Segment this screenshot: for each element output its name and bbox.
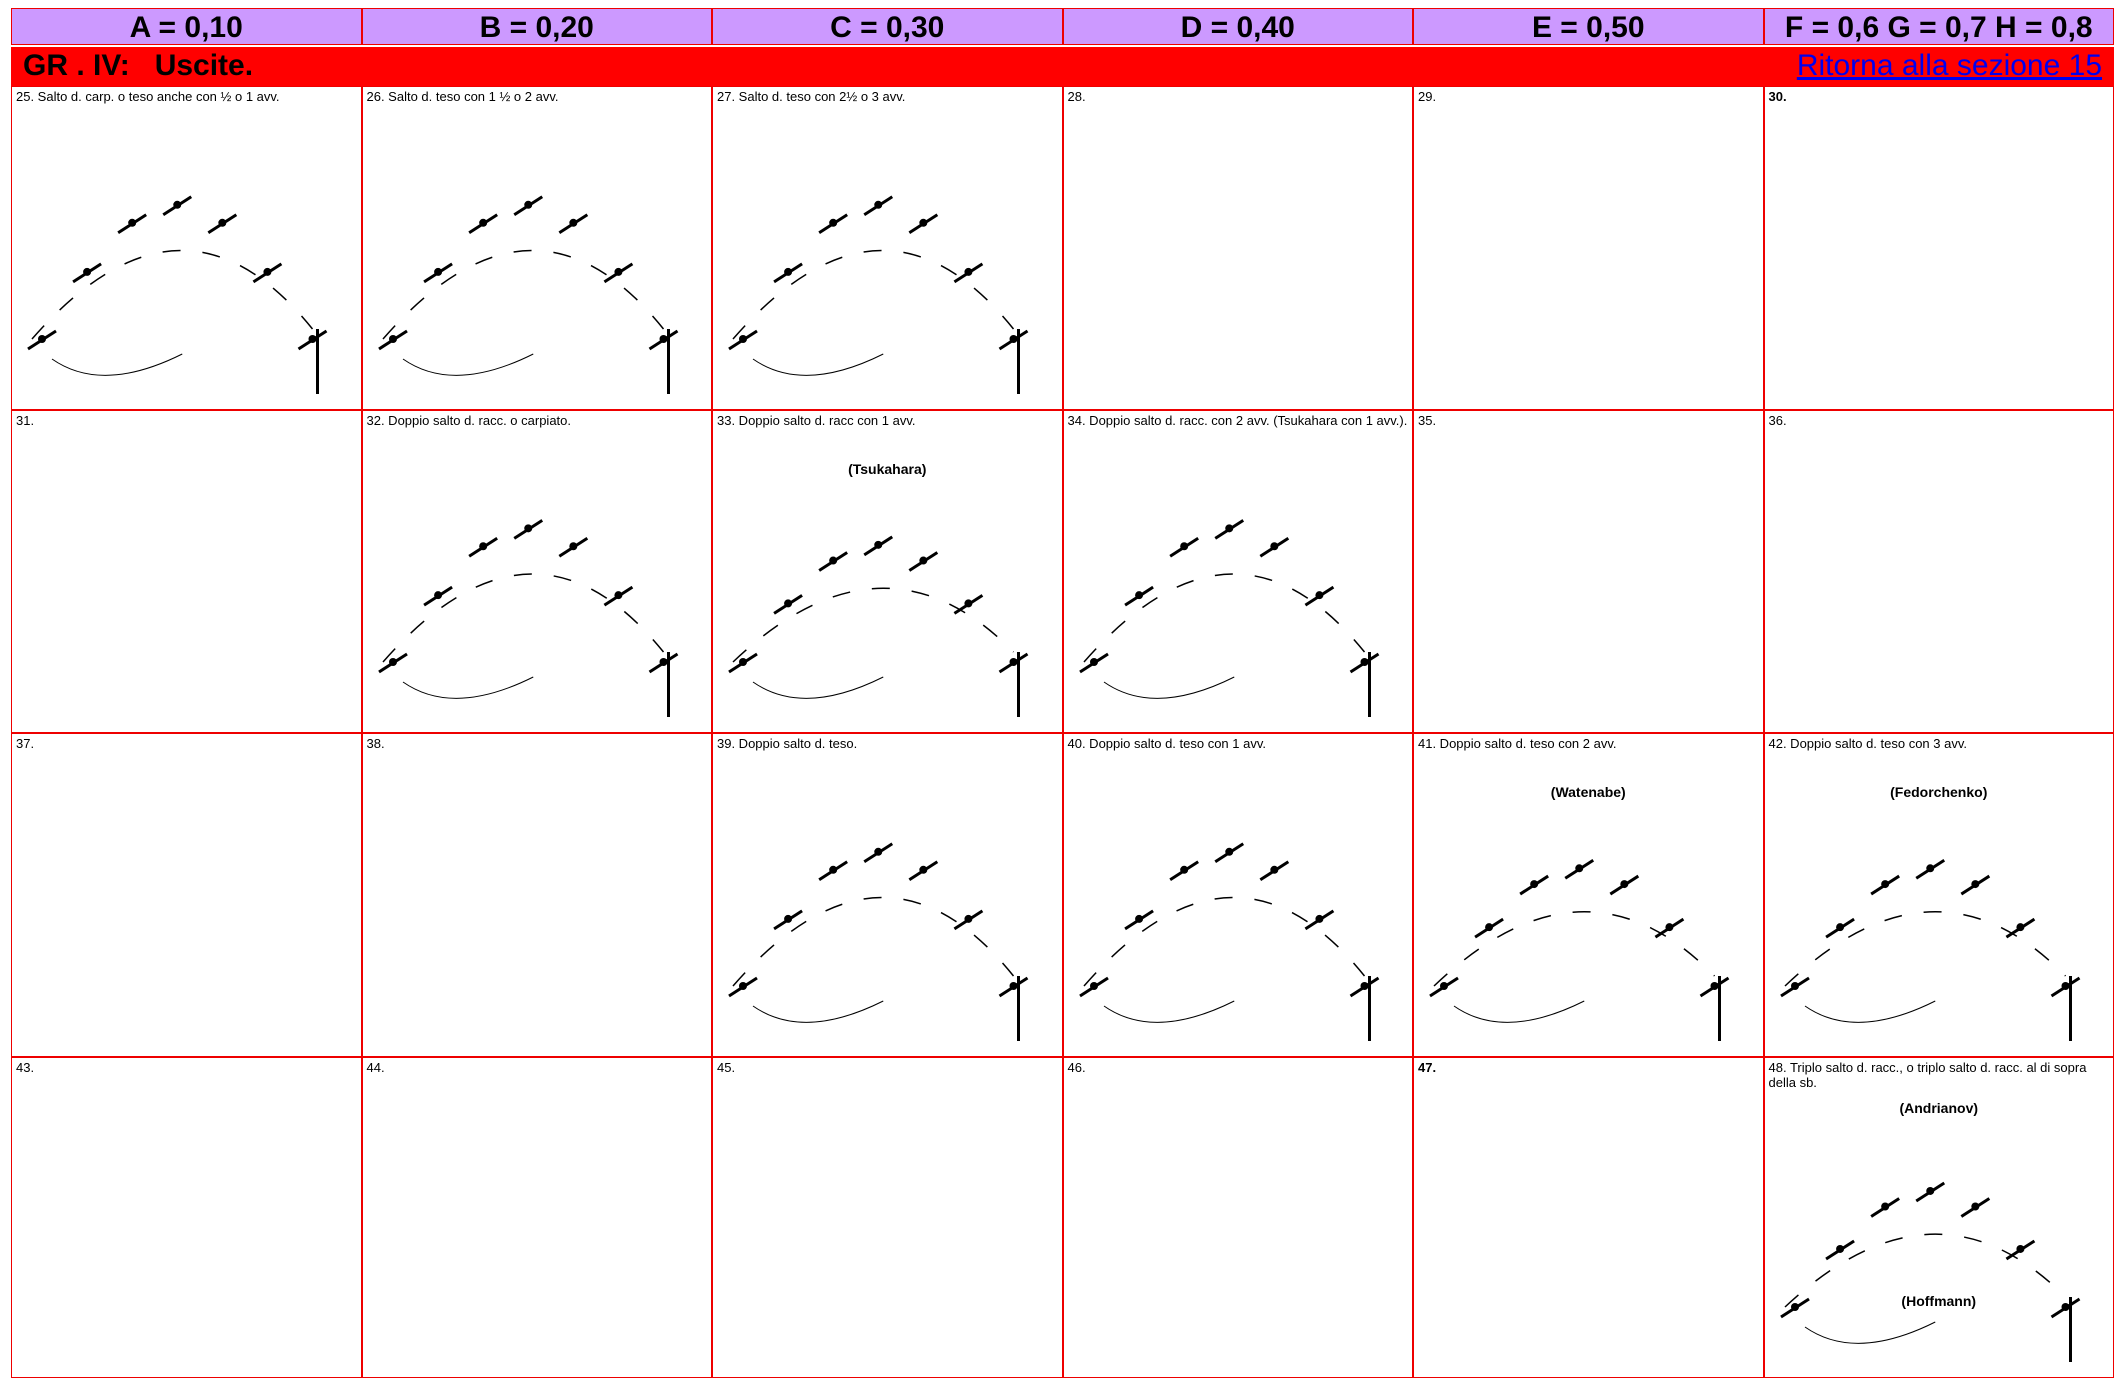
section-bar: GR . IV: Uscite. Ritorna alla sezione 15 <box>11 47 2114 86</box>
figure-sketch <box>27 195 328 394</box>
section-title: GR . IV: Uscite. <box>23 49 254 82</box>
grid-cell: 36. <box>1763 410 2114 733</box>
cell-caption: 38. <box>366 736 385 751</box>
grid-cell: 26. Salto d. teso con 1 ½ o 2 avv. <box>361 86 712 410</box>
grid-cell: 44. <box>361 1057 712 1378</box>
column-header: F = 0,6 G = 0,7 H = 0,8 <box>1763 8 2114 45</box>
figure-sketch <box>1429 859 1730 1041</box>
cell-caption: 40. Doppio salto d. teso con 1 avv. <box>1067 736 1267 751</box>
figure-sketch <box>1078 519 1379 717</box>
grid-cell: 34. Doppio salto d. racc. con 2 avv. (Ts… <box>1062 410 1413 733</box>
column-header: C = 0,30 <box>712 8 1063 45</box>
gymnast-name: (Watenabe) <box>1550 784 1626 800</box>
cell-caption: 39. Doppio salto d. teso. <box>717 736 858 751</box>
grid-cell: 39. Doppio salto d. teso. <box>712 733 1063 1057</box>
grid-cell: 45. <box>712 1057 1063 1378</box>
cell-caption: 36. <box>1768 413 1787 428</box>
grid-cell: 25. Salto d. carp. o teso anche con ½ o … <box>11 86 362 410</box>
grid-cell: 29. <box>1413 86 1764 410</box>
grid-cell: 41. Doppio salto d. teso con 2 avv. (Wate… <box>1413 733 1764 1057</box>
cell-caption: 41. Doppio salto d. teso con 2 avv. <box>1418 736 1617 751</box>
grid-cell: 40. Doppio salto d. teso con 1 avv. <box>1062 733 1413 1057</box>
section-link[interactable]: Ritorna alla sezione 15 <box>1796 49 2102 82</box>
cell-caption: 31. <box>16 413 35 428</box>
column-header: A = 0,10 <box>11 8 362 45</box>
grid-cell: 33. Doppio salto d. racc con 1 avv. (Tsuk… <box>712 410 1063 733</box>
figure-sketch <box>728 195 1029 394</box>
grid-cell: 35. <box>1413 410 1764 733</box>
gymnast-name: (Fedorchenko) <box>1890 784 1988 800</box>
cell-caption: 32. Doppio salto d. racc. o carpiato. <box>366 413 572 428</box>
grid-cell: 48. Triplo salto d. racc., o triplo salt… <box>1763 1057 2114 1378</box>
figure-sketch <box>377 519 678 717</box>
grid-cell: 43. <box>11 1057 362 1378</box>
cell-caption: 28. <box>1067 89 1086 104</box>
grid-cell: 37. <box>11 733 362 1057</box>
cell-caption: 42. Doppio salto d. teso con 3 avv. <box>1768 736 1968 751</box>
cell-caption: 44. <box>366 1060 385 1075</box>
figure-sketch <box>728 535 1029 717</box>
cell-caption: 46. <box>1067 1060 1086 1075</box>
grid-cell: 27. Salto d. teso con 2½ o 3 avv. <box>712 86 1063 410</box>
grid-cell: 30. <box>1763 86 2114 410</box>
column-header: D = 0,40 <box>1062 8 1413 45</box>
figure-sketch <box>1078 842 1379 1041</box>
cell-caption: 48. Triplo salto d. racc., o triplo salt… <box>1768 1060 2087 1090</box>
column-header: E = 0,50 <box>1413 8 1764 45</box>
gymnast-name: (Hoffmann) <box>1901 1293 1977 1309</box>
cell-caption: 34. Doppio salto d. racc. con 2 avv. (Ts… <box>1067 413 1408 428</box>
cell-caption: 33. Doppio salto d. racc con 1 avv. <box>717 413 916 428</box>
cell-caption: 30. <box>1768 89 1787 104</box>
figure-sketch <box>1779 1181 2080 1362</box>
grid-cell: 47. <box>1413 1057 1764 1378</box>
cell-caption: 37. <box>16 736 35 751</box>
cell-caption: 25. Salto d. carp. o teso anche con ½ o … <box>16 89 280 104</box>
grid-cell: 31. <box>11 410 362 733</box>
gymnast-name: (Tsukahara) <box>848 461 927 477</box>
figure-sketch <box>1779 859 2080 1041</box>
cell-caption: 27. Salto d. teso con 2½ o 3 avv. <box>717 89 906 104</box>
grid-cell: 46. <box>1062 1057 1413 1378</box>
cell-caption: 35. <box>1418 413 1437 428</box>
column-header: B = 0,20 <box>361 8 712 45</box>
figure-sketch <box>377 195 678 394</box>
gymnast-name: (Andrianov) <box>1899 1100 1979 1116</box>
page: A = 0,10 B = 0,20 C = 0,30 D = 0,40 E = 0,50… <box>11 0 2114 1378</box>
grid-cell: 32. Doppio salto d. racc. o carpiato. <box>361 410 712 733</box>
cell-caption: 26. Salto d. teso con 1 ½ o 2 avv. <box>366 89 559 104</box>
grid-cell: 28. <box>1062 86 1413 410</box>
cell-caption: 43. <box>16 1060 35 1075</box>
figure-sketch <box>728 842 1029 1041</box>
cell-caption: 47. <box>1418 1060 1437 1075</box>
header-row: A = 0,10 B = 0,20 C = 0,30 D = 0,40 E = 0,50… <box>11 8 2114 47</box>
cell-caption: 45. <box>717 1060 736 1075</box>
grid-cell: 42. Doppio salto d. teso con 3 avv. (Fedo… <box>1763 733 2114 1057</box>
cell-caption: 29. <box>1418 89 1437 104</box>
grid-cell: 38. <box>361 733 712 1057</box>
